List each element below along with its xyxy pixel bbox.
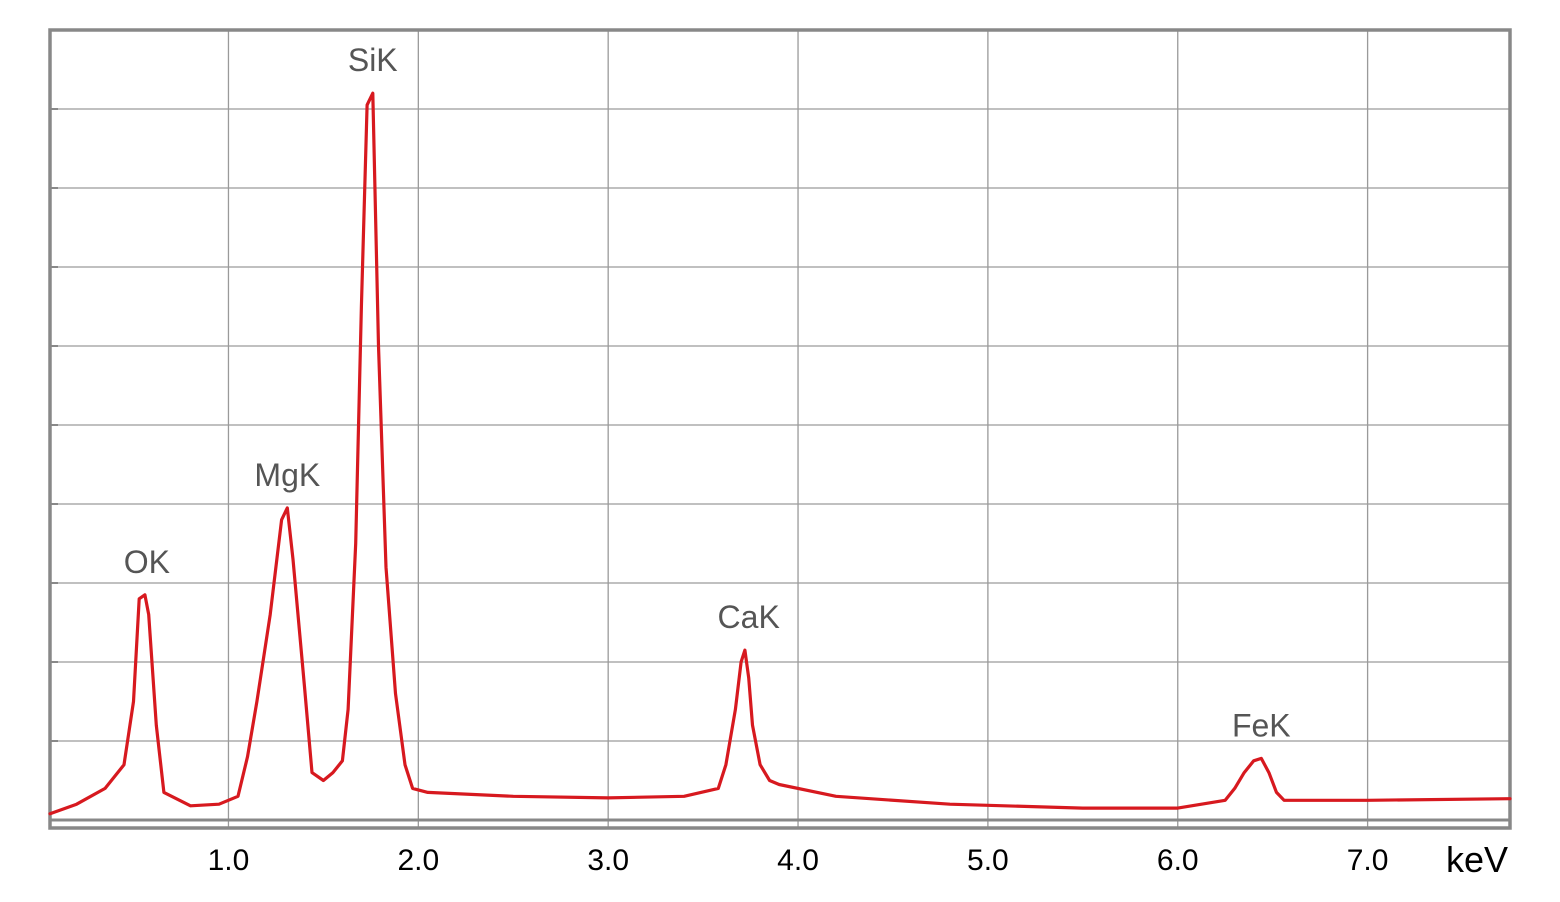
spectrum-line [48,91,1512,816]
x-tick-label: 6.0 [1157,844,1199,877]
x-tick-label: 1.0 [208,844,250,877]
peak-label-cak: CaK [718,599,780,635]
plot-frame [48,28,1512,830]
series-group [48,91,1512,816]
peak-label-fek: FeK [1232,707,1291,743]
x-tick-label: 5.0 [967,844,1009,877]
peak-label-mgk: MgK [254,457,320,493]
x-axis-unit-label: keV [1446,839,1508,880]
peak-label-ok: OK [124,544,170,580]
x-tick-label: 3.0 [587,844,629,877]
grid-lines [50,30,1510,828]
x-tick-label: 4.0 [777,844,819,877]
x-tick-labels: 1.0 2.0 3.0 4.0 5.0 6.0 7.0 [208,844,1389,877]
x-tick-label: 2.0 [397,844,439,877]
x-tick-label: 7.0 [1347,844,1389,877]
peak-label-sik: SiK [348,42,398,78]
peak-labels: OK MgK SiK CaK FeK [124,42,1291,743]
